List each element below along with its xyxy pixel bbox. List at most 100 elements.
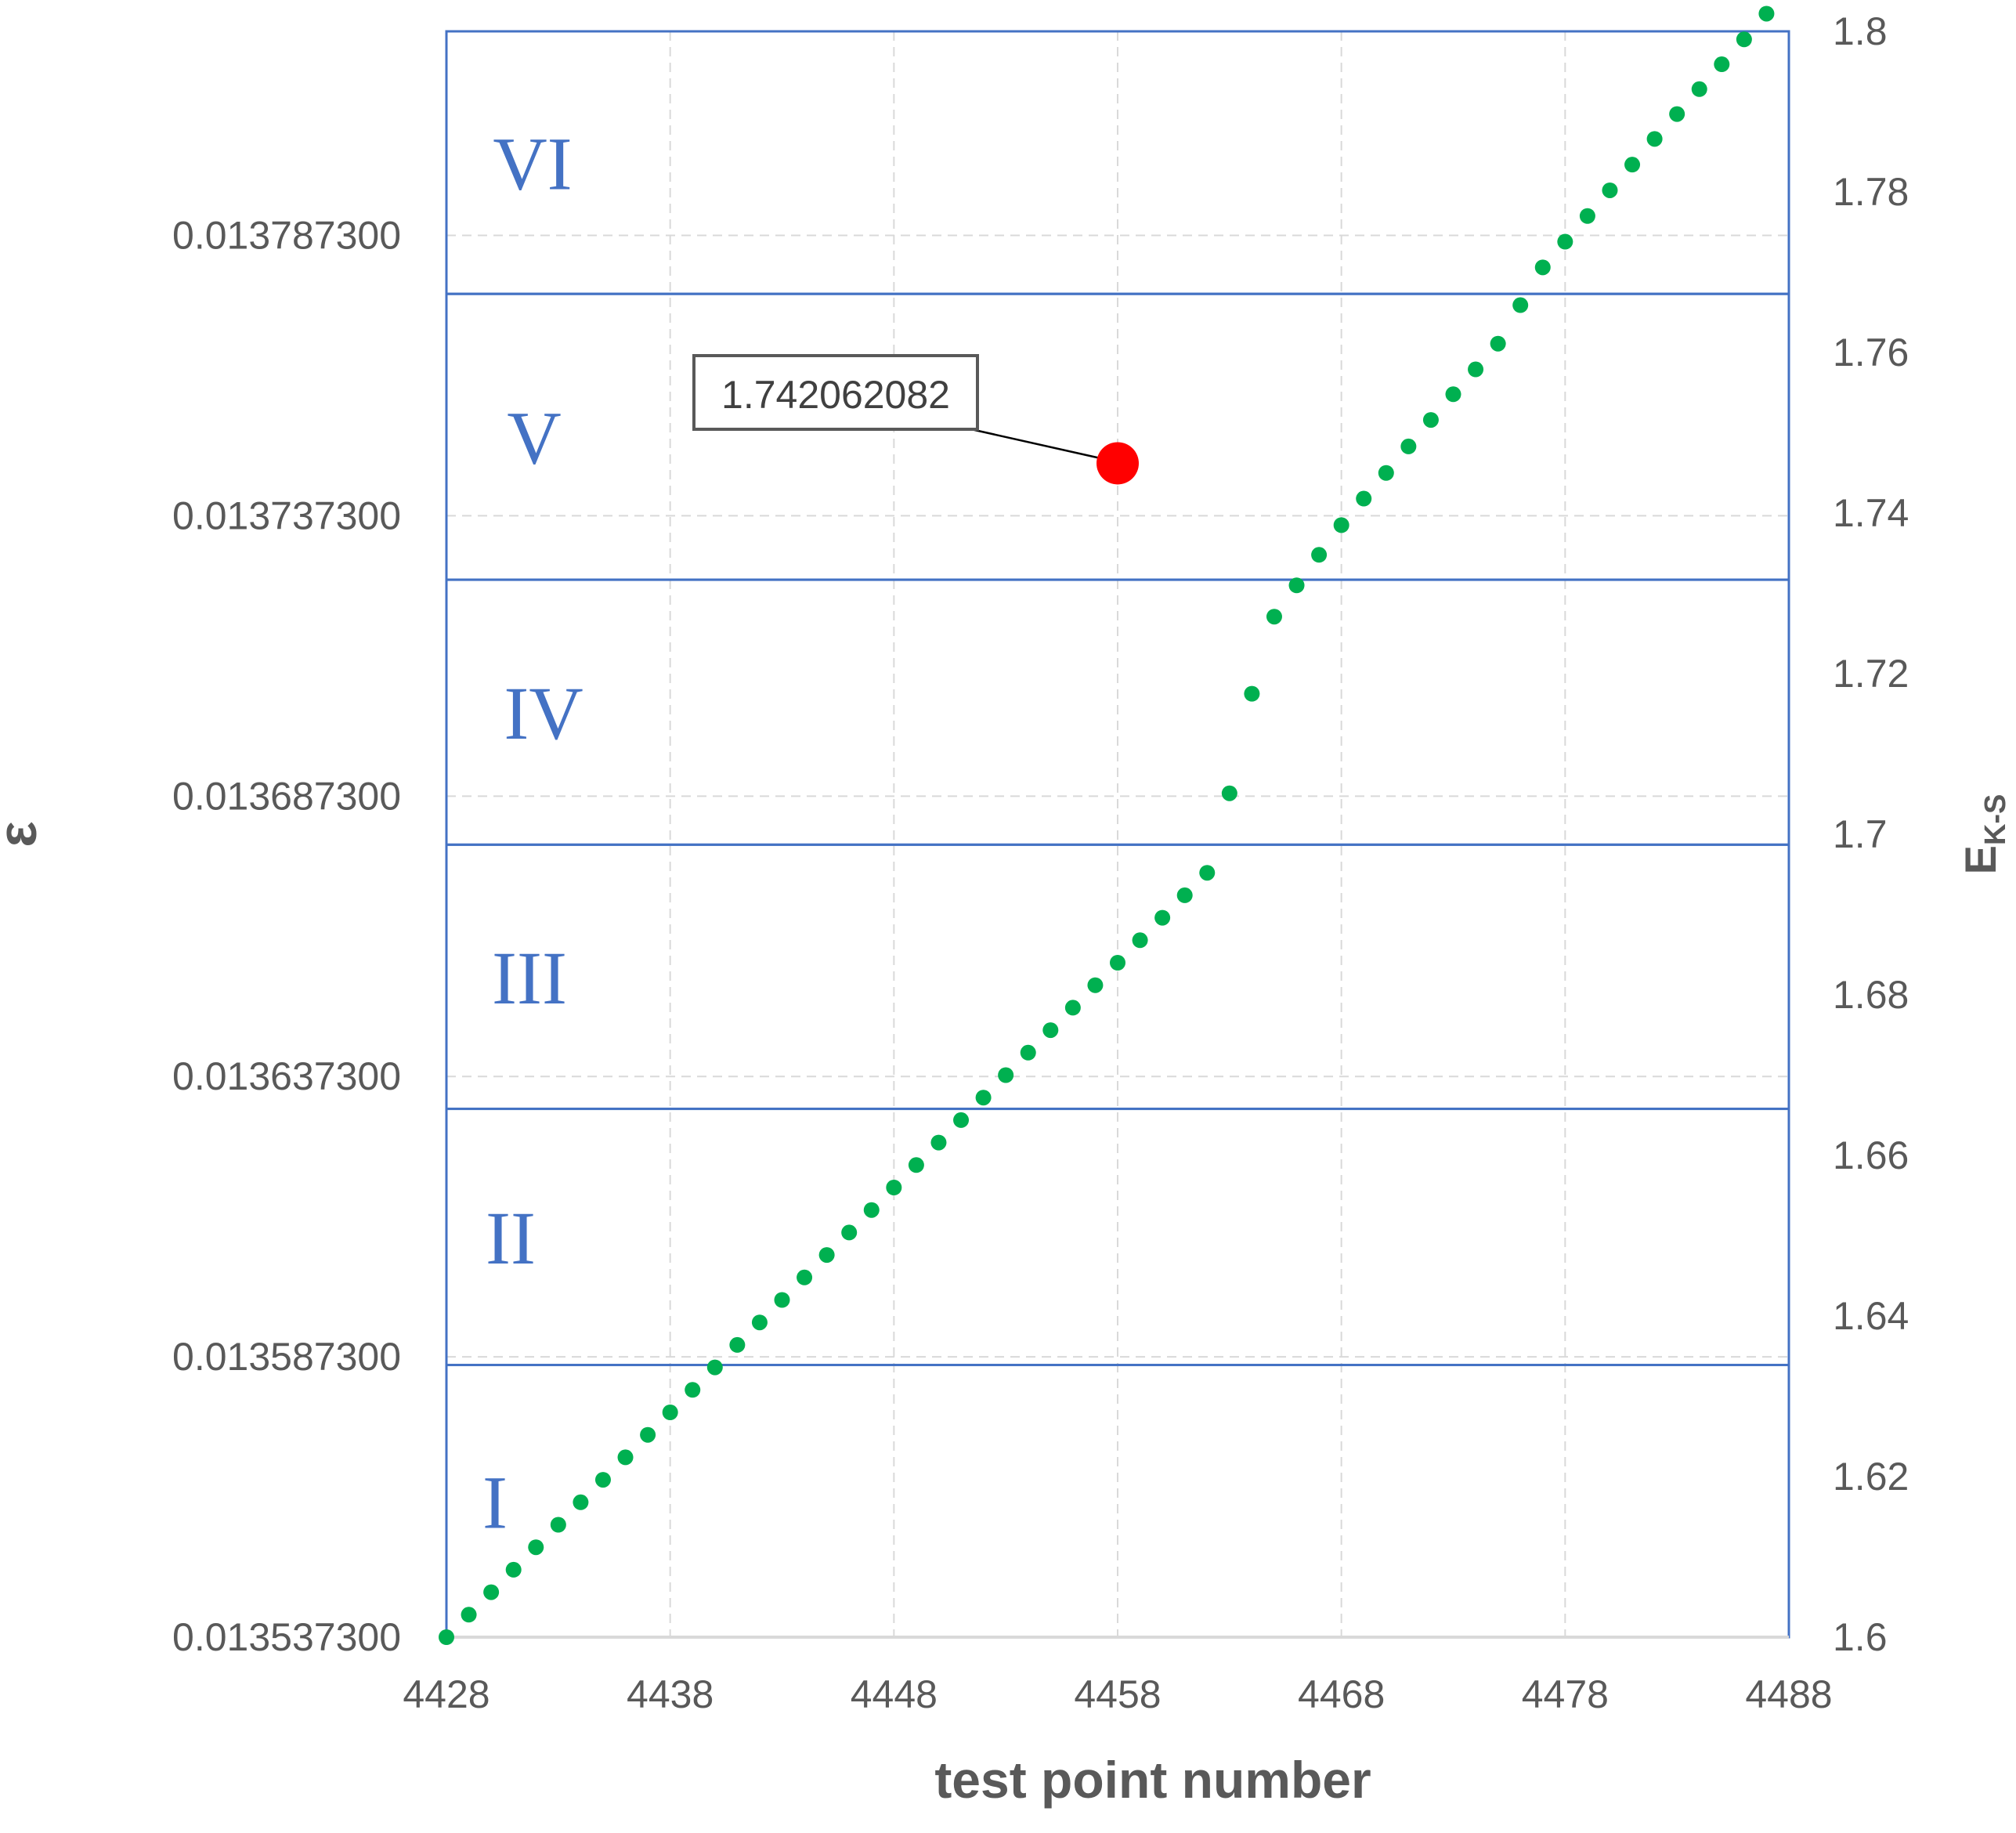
- data-point: [1042, 1022, 1059, 1039]
- y-right-tick-label: 1.62: [1833, 1455, 1909, 1499]
- data-point: [751, 1314, 768, 1331]
- axis-titles: test point number ε EK-S: [0, 794, 2012, 1809]
- y-left-tick-label: 0.013737300: [172, 494, 401, 537]
- y-left-axis-title: ε: [0, 821, 48, 847]
- data-point: [662, 1405, 678, 1420]
- y-right-tick-label: 1.74: [1833, 491, 1909, 535]
- data-point: [439, 1629, 454, 1645]
- data-point: [1468, 361, 1484, 378]
- callout-box: [692, 354, 979, 431]
- data-point: [461, 1607, 477, 1623]
- callout-label: 1.742062082: [721, 373, 950, 417]
- data-point: [908, 1157, 924, 1173]
- data-point: [706, 1359, 723, 1376]
- data-point: [1221, 785, 1237, 801]
- data-point: [1602, 182, 1618, 198]
- data-point: [1691, 81, 1707, 97]
- data-point: [1176, 887, 1193, 903]
- data-point: [1199, 865, 1216, 881]
- y-right-tick-label: 1.6: [1833, 1615, 1888, 1659]
- grid-lines: [446, 31, 1789, 1637]
- y-left-tick-label: 0.013787300: [172, 214, 401, 258]
- data-point: [573, 1494, 589, 1510]
- data-point: [617, 1449, 634, 1466]
- x-tick-label: 4488: [1745, 1672, 1832, 1716]
- data-point: [774, 1292, 790, 1308]
- data-point: [1490, 335, 1506, 352]
- region-label: I: [482, 1460, 508, 1544]
- data-point: [863, 1202, 880, 1218]
- highlight-callout: 1.742062082: [692, 354, 1139, 485]
- x-tick-label: 4448: [851, 1672, 938, 1716]
- y-right-axis-title: EK-S: [1956, 794, 2012, 875]
- data-point: [729, 1336, 746, 1353]
- data-point: [1736, 31, 1752, 48]
- region-label: II: [486, 1196, 536, 1280]
- data-point: [886, 1180, 902, 1195]
- x-tick-label: 4458: [1074, 1672, 1161, 1716]
- y-right-tick-label: 1.78: [1833, 170, 1909, 214]
- data-point: [1646, 131, 1663, 147]
- data-point: [1400, 438, 1417, 454]
- data-point: [1356, 490, 1372, 507]
- data-point: [1557, 233, 1573, 250]
- data-point: [1445, 386, 1461, 403]
- data-point: [1422, 412, 1439, 428]
- data-point: [1244, 685, 1260, 702]
- y-left-tick-label: 0.013687300: [172, 774, 401, 818]
- region-label: III: [492, 936, 567, 1020]
- y-right-axis-title-subscript: K-S: [1979, 794, 2012, 845]
- data-point: [1579, 208, 1595, 224]
- data-point: [550, 1517, 566, 1533]
- x-tick-label: 4468: [1298, 1672, 1385, 1716]
- data-point: [1714, 56, 1730, 73]
- region-box: [445, 30, 1790, 295]
- data-point: [1534, 259, 1551, 276]
- y-right-tick-label: 1.76: [1833, 331, 1909, 374]
- y-right-tick-label: 1.7: [1833, 812, 1888, 856]
- y-right-axis-title-main: E: [1956, 845, 2005, 874]
- data-point: [930, 1134, 947, 1151]
- data-point: [998, 1067, 1014, 1083]
- y-left-tick-label: 0.013587300: [172, 1335, 401, 1379]
- y-right-tick-label: 1.68: [1833, 973, 1909, 1017]
- x-tick-label: 4478: [1522, 1672, 1609, 1716]
- region-box: [445, 1364, 1790, 1639]
- data-point: [1333, 517, 1349, 533]
- data-point: [1512, 297, 1529, 313]
- x-tick-label: 4438: [627, 1672, 714, 1716]
- data-point: [1311, 547, 1328, 563]
- highlight-point: [1097, 442, 1139, 485]
- data-point: [505, 1561, 522, 1578]
- data-point: [1132, 932, 1148, 949]
- y-left-tick-label: 0.013537300: [172, 1615, 401, 1659]
- y-left-tick-label: 0.013637300: [172, 1054, 401, 1098]
- data-point: [1758, 5, 1775, 22]
- data-point: [640, 1426, 656, 1443]
- data-point: [1110, 955, 1125, 971]
- data-point: [975, 1090, 992, 1106]
- data-point: [1087, 977, 1104, 993]
- data-point: [841, 1224, 858, 1241]
- data-point: [1624, 157, 1641, 173]
- data-point: [685, 1382, 701, 1398]
- data-points: [439, 5, 1775, 1645]
- data-point: [953, 1112, 970, 1128]
- data-point: [1266, 609, 1282, 625]
- data-point: [1288, 577, 1305, 594]
- data-point: [1154, 909, 1171, 926]
- y-right-tick-label: 1.64: [1833, 1294, 1909, 1338]
- callout-leader: [970, 428, 1103, 460]
- data-point: [1378, 465, 1394, 481]
- y-right-tick-label: 1.66: [1833, 1133, 1909, 1177]
- region-label: V: [507, 396, 561, 480]
- x-tick-label: 4428: [403, 1672, 490, 1716]
- y-right-tick-label: 1.72: [1833, 652, 1909, 696]
- data-point: [1064, 1000, 1081, 1016]
- axes: 4428 4438 4448 4458 4468 4478 4488 0.013537300 0…: [172, 9, 1909, 1716]
- data-point: [797, 1269, 813, 1285]
- data-point: [818, 1247, 835, 1264]
- data-point: [528, 1539, 544, 1556]
